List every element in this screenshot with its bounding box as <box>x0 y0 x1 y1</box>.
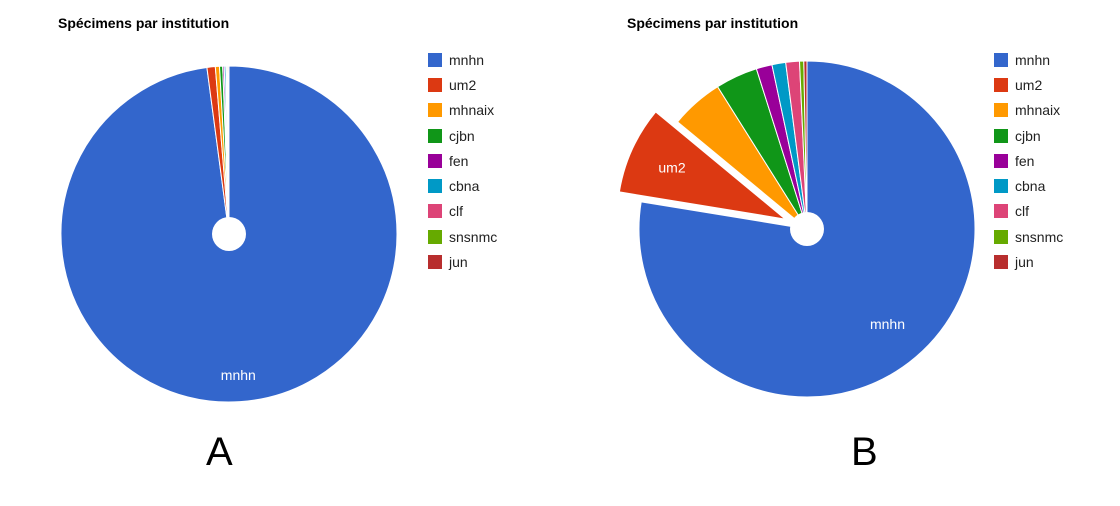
legend-label-snsnmc: snsnmc <box>449 228 498 245</box>
legend-swatch-fen <box>994 153 1008 168</box>
legend-label-mnhn: mnhn <box>1015 51 1051 68</box>
legend-swatch-jun <box>994 255 1008 270</box>
legend-swatch-um2 <box>994 77 1008 92</box>
legend-swatch-jun <box>428 255 442 270</box>
legend-item-snsnmc[interactable]: snsnmc <box>994 224 1063 249</box>
legend-swatch-clf <box>994 204 1008 219</box>
legend-label-clf: clf <box>449 203 463 220</box>
legend-item-jun[interactable]: jun <box>994 249 1063 274</box>
pie-slice-jun[interactable] <box>227 65 230 235</box>
legend-label-cbna: cbna <box>449 178 480 195</box>
pie-center-hole <box>790 212 824 246</box>
legend-swatch-snsnmc <box>428 229 442 244</box>
chart-panel-b: Spécimens par institution mnhn um2 mnhn um… <box>560 0 1120 506</box>
chart-panel-a: Spécimens par institution mnhn mnhn um2 mh… <box>58 15 497 474</box>
legend-label-mhnaix: mhnaix <box>449 102 495 119</box>
legend-item-cbna[interactable]: cbna <box>428 173 497 198</box>
legend-item-mhnaix[interactable]: mhnaix <box>428 98 497 123</box>
legend-swatch-cbna <box>428 179 442 194</box>
legend-item-clf[interactable]: clf <box>994 199 1063 224</box>
legend-label-fen: fen <box>1015 152 1035 169</box>
legend-item-um2[interactable]: um2 <box>994 72 1063 97</box>
pie-chart-a: mnhn <box>60 65 398 403</box>
legend-label-snsnmc: snsnmc <box>1015 228 1064 245</box>
legend-label-jun: jun <box>449 254 468 271</box>
legend-swatch-clf <box>428 204 442 219</box>
legend-item-mnhn[interactable]: mnhn <box>994 47 1063 72</box>
legend-b: mnhn um2 mhnaix cjbn fen cbna clf snsnmc jun <box>994 47 1063 275</box>
legend-label-mhnaix: mhnaix <box>1015 102 1061 119</box>
legend-label-fen: fen <box>449 152 469 169</box>
chart-title: Spécimens par institution <box>627 15 799 31</box>
panel-letter-a: A <box>206 430 233 474</box>
chart-title: Spécimens par institution <box>58 15 230 31</box>
legend-swatch-fen <box>428 153 442 168</box>
legend-swatch-cbna <box>994 179 1008 194</box>
pie-slice-jun[interactable] <box>803 60 808 230</box>
legend-item-cjbn[interactable]: cjbn <box>428 123 497 148</box>
legend-swatch-mhnaix <box>994 103 1008 118</box>
legend-label-cjbn: cjbn <box>1015 127 1041 144</box>
slice-label-um2: um2 <box>658 160 685 176</box>
pie-center-hole <box>212 217 246 251</box>
legend-a: mnhn um2 mhnaix cjbn fen cbna clf snsnmc jun <box>428 47 497 275</box>
legend-swatch-mnhn <box>428 52 442 67</box>
legend-item-cjbn[interactable]: cjbn <box>994 123 1063 148</box>
legend-item-clf[interactable]: clf <box>428 199 497 224</box>
legend-item-um2[interactable]: um2 <box>428 72 497 97</box>
legend-label-jun: jun <box>1015 254 1034 271</box>
legend-label-um2: um2 <box>1015 76 1043 93</box>
pie-chart-b: mnhn um2 <box>618 60 976 398</box>
legend-item-fen[interactable]: fen <box>428 148 497 173</box>
slice-label-mnhn: mnhn <box>870 316 905 332</box>
legend-label-clf: clf <box>1015 203 1029 220</box>
legend-swatch-mnhn <box>994 52 1008 67</box>
legend-item-fen[interactable]: fen <box>994 148 1063 173</box>
legend-item-cbna[interactable]: cbna <box>994 173 1063 198</box>
legend-swatch-snsnmc <box>994 229 1008 244</box>
legend-label-cbna: cbna <box>1015 178 1046 195</box>
legend-item-mnhn[interactable]: mnhn <box>428 47 497 72</box>
legend-item-snsnmc[interactable]: snsnmc <box>428 224 497 249</box>
legend-item-jun[interactable]: jun <box>428 249 497 274</box>
pie-slice-um2[interactable] <box>618 111 787 220</box>
legend-label-mnhn: mnhn <box>449 51 485 68</box>
legend-swatch-mhnaix <box>428 103 442 118</box>
legend-item-mhnaix[interactable]: mhnaix <box>994 98 1063 123</box>
legend-label-um2: um2 <box>449 76 477 93</box>
legend-swatch-cjbn <box>428 128 442 143</box>
panel-letter-b: B <box>851 430 878 474</box>
slice-label-mnhn: mnhn <box>221 367 256 383</box>
legend-swatch-um2 <box>428 77 442 92</box>
legend-label-cjbn: cjbn <box>449 127 475 144</box>
legend-swatch-cjbn <box>994 128 1008 143</box>
